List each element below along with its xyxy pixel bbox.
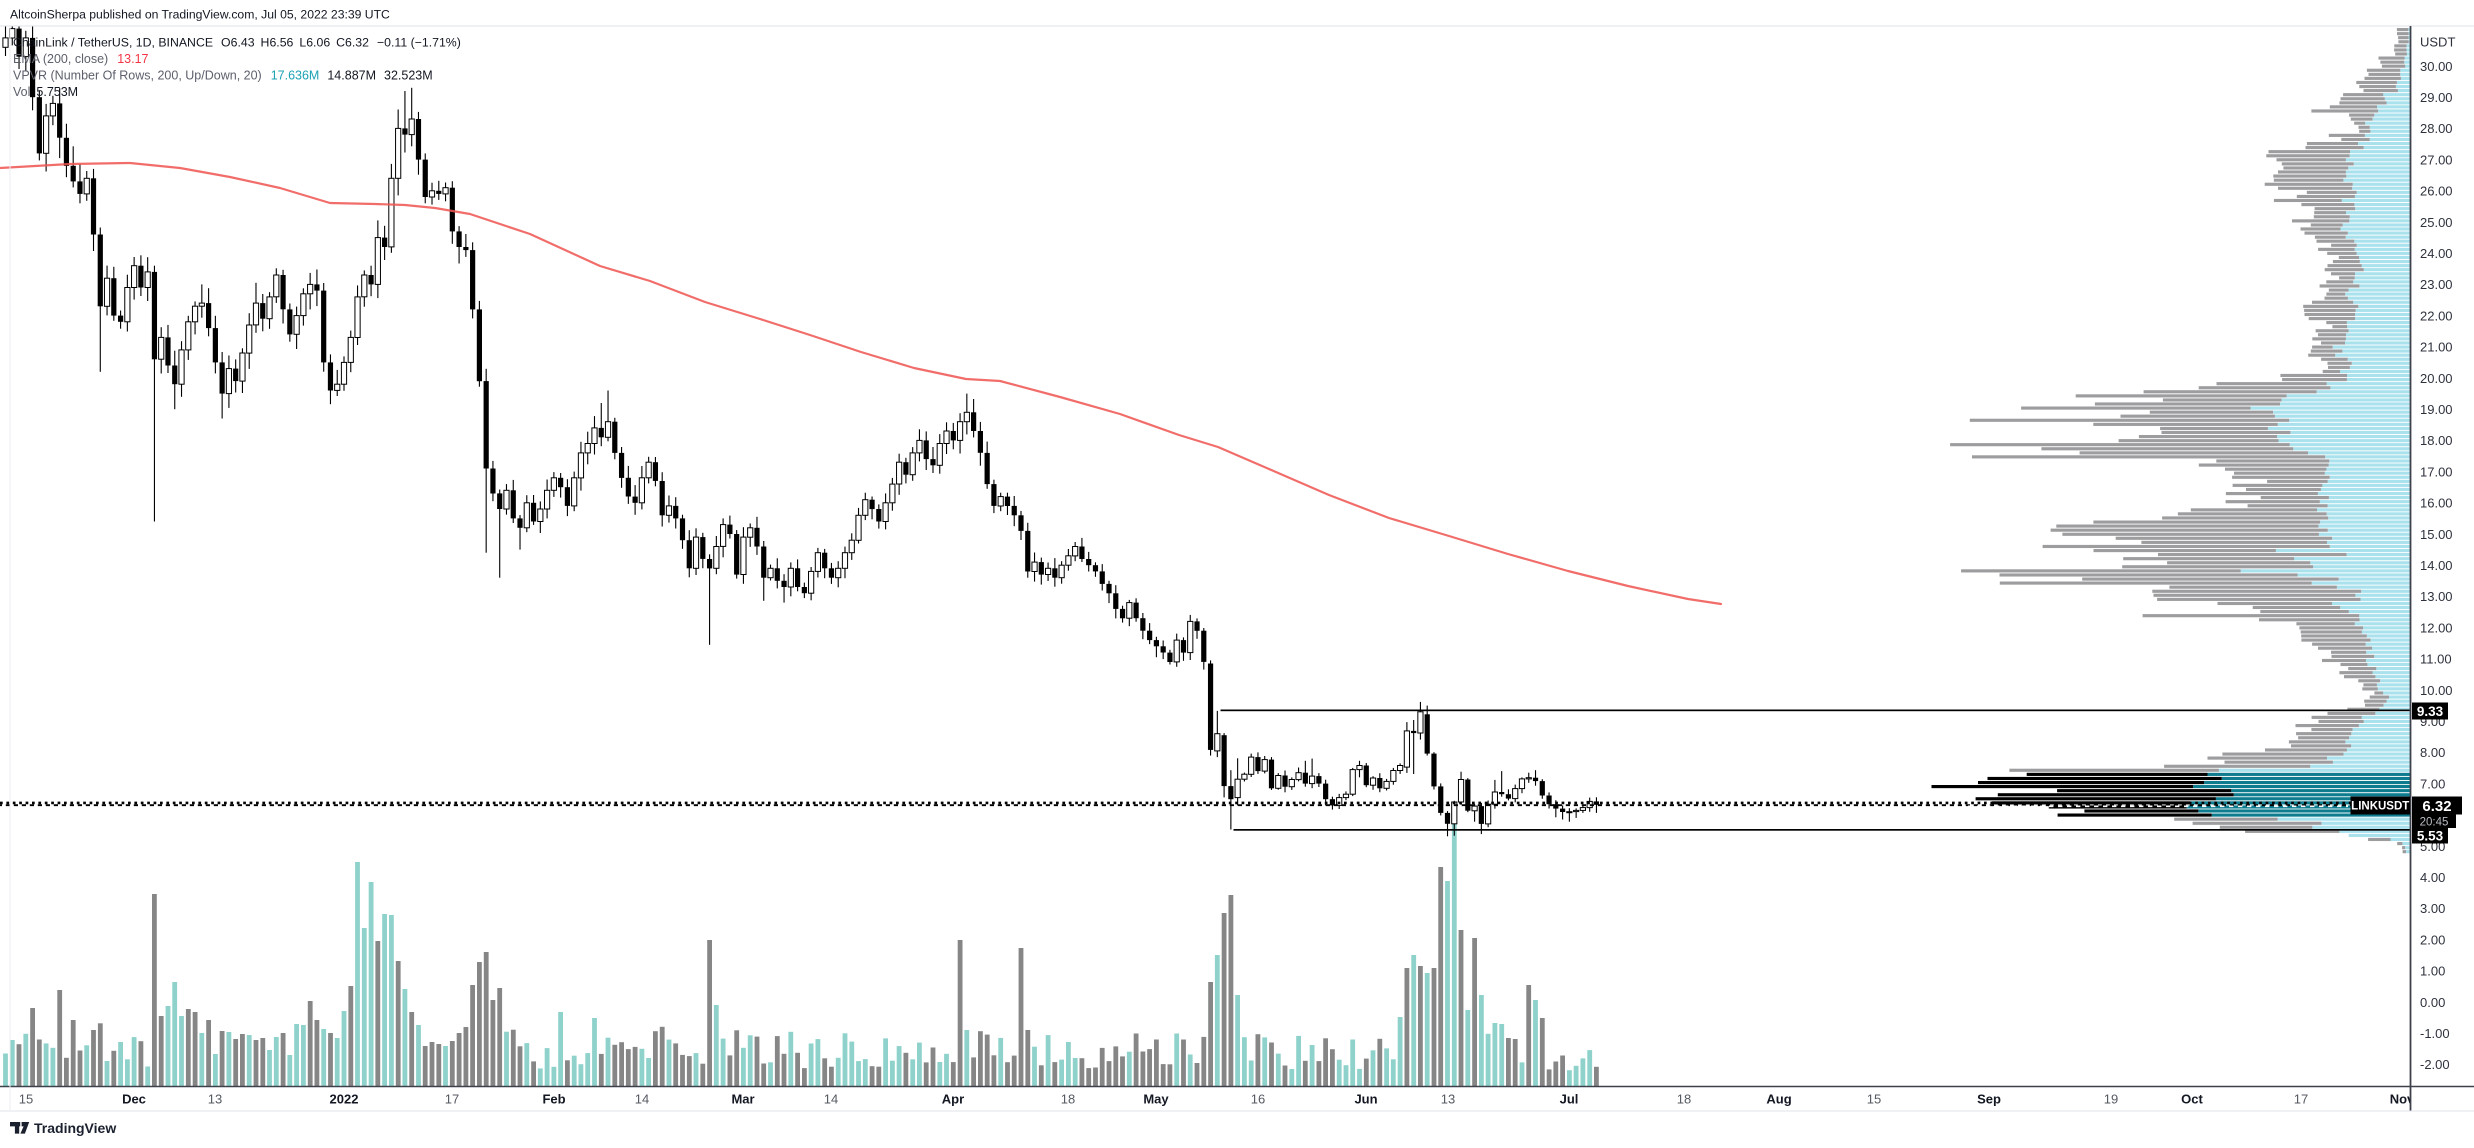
svg-text:19: 19 xyxy=(2104,1092,2118,1107)
svg-text:5.53: 5.53 xyxy=(2417,829,2444,844)
svg-text:-1.00: -1.00 xyxy=(2420,1026,2450,1041)
svg-text:Oct: Oct xyxy=(2181,1092,2203,1107)
svg-text:Jul: Jul xyxy=(1560,1092,1579,1107)
svg-text:16: 16 xyxy=(1251,1092,1265,1107)
svg-text:USDT: USDT xyxy=(2420,35,2455,50)
svg-text:TradingView: TradingView xyxy=(34,1120,116,1136)
svg-text:May: May xyxy=(1143,1092,1169,1107)
svg-text:Aug: Aug xyxy=(1766,1092,1791,1107)
svg-text:25.00: 25.00 xyxy=(2420,215,2453,230)
svg-text:7.00: 7.00 xyxy=(2420,776,2445,791)
svg-text:13: 13 xyxy=(1441,1092,1455,1107)
svg-text:2022: 2022 xyxy=(330,1092,359,1107)
svg-text:9.33: 9.33 xyxy=(2417,704,2444,719)
svg-text:23.00: 23.00 xyxy=(2420,277,2453,292)
svg-text:2.00: 2.00 xyxy=(2420,932,2445,947)
svg-text:ChainLink / TetherUS, 1D, BINA: ChainLink / TetherUS, 1D, BINANCE O6.43 H6… xyxy=(13,36,461,50)
svg-text:15.00: 15.00 xyxy=(2420,527,2453,542)
svg-text:1.00: 1.00 xyxy=(2420,964,2445,979)
svg-text:12.00: 12.00 xyxy=(2420,620,2453,635)
svg-text:Nov: Nov xyxy=(2390,1092,2415,1107)
svg-text:0.00: 0.00 xyxy=(2420,995,2445,1010)
svg-text:3.00: 3.00 xyxy=(2420,901,2445,916)
svg-text:8.00: 8.00 xyxy=(2420,745,2445,760)
svg-text:13.00: 13.00 xyxy=(2420,589,2453,604)
svg-text:16.00: 16.00 xyxy=(2420,496,2453,511)
svg-text:17: 17 xyxy=(2294,1092,2308,1107)
svg-text:27.00: 27.00 xyxy=(2420,152,2453,167)
svg-text:18: 18 xyxy=(1677,1092,1691,1107)
svg-text:20.00: 20.00 xyxy=(2420,371,2453,386)
svg-text:11.00: 11.00 xyxy=(2420,652,2452,667)
svg-text:13: 13 xyxy=(208,1092,222,1107)
svg-text:6.32: 6.32 xyxy=(2422,798,2451,815)
svg-text:Mar: Mar xyxy=(731,1092,754,1107)
svg-text:18: 18 xyxy=(1061,1092,1075,1107)
svg-text:14.00: 14.00 xyxy=(2420,558,2453,573)
svg-text:17: 17 xyxy=(445,1092,459,1107)
svg-text:20:45: 20:45 xyxy=(2420,816,2449,828)
svg-text:Dec: Dec xyxy=(122,1092,146,1107)
svg-text:VPVR (Number Of Rows, 200, Up/: VPVR (Number Of Rows, 200, Up/Down, 20) 1… xyxy=(13,69,433,83)
svg-text:14: 14 xyxy=(635,1092,649,1107)
svg-text:30.00: 30.00 xyxy=(2420,59,2453,74)
svg-text:Sep: Sep xyxy=(1977,1092,2001,1107)
svg-text:15: 15 xyxy=(19,1092,33,1107)
svg-text:LINKUSDT: LINKUSDT xyxy=(2351,801,2409,813)
svg-text:29.00: 29.00 xyxy=(2420,90,2453,105)
svg-text:14: 14 xyxy=(824,1092,838,1107)
svg-text:21.00: 21.00 xyxy=(2420,340,2453,355)
svg-text:Feb: Feb xyxy=(542,1092,565,1107)
svg-text:AltcoinSherpa published on Tra: AltcoinSherpa published on TradingView.c… xyxy=(10,8,390,22)
svg-text:17.00: 17.00 xyxy=(2420,464,2453,479)
svg-text:Apr: Apr xyxy=(942,1092,964,1107)
svg-text:4.00: 4.00 xyxy=(2420,870,2445,885)
svg-text:28.00: 28.00 xyxy=(2420,121,2453,136)
svg-text:-2.00: -2.00 xyxy=(2420,1057,2450,1072)
svg-text:22.00: 22.00 xyxy=(2420,308,2453,323)
svg-text:26.00: 26.00 xyxy=(2420,184,2453,199)
svg-text:Jun: Jun xyxy=(1354,1092,1377,1107)
svg-text:EMA (200, close)13.17: EMA (200, close) 13.17 xyxy=(13,52,149,66)
svg-text:19.00: 19.00 xyxy=(2420,402,2453,417)
svg-text:24.00: 24.00 xyxy=(2420,246,2453,261)
svg-text:10.00: 10.00 xyxy=(2420,683,2453,698)
svg-text:15: 15 xyxy=(1867,1092,1881,1107)
svg-text:18.00: 18.00 xyxy=(2420,433,2453,448)
